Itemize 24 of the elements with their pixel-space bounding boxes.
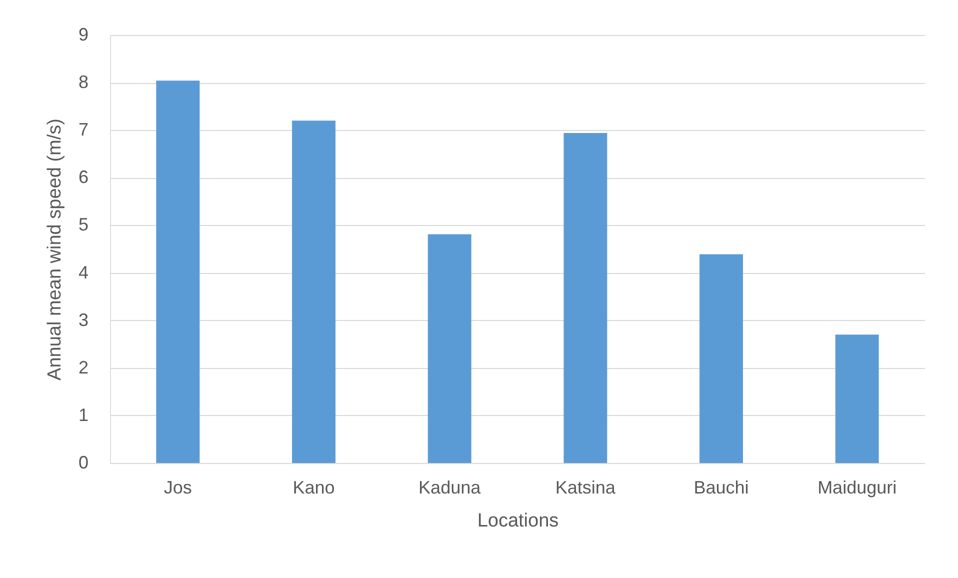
y-tick-label: 7 [78,120,88,140]
x-tick-label: Kaduna [418,478,482,498]
bar [700,254,743,463]
y-tick-label: 4 [78,262,88,282]
bar [835,334,879,463]
x-tick-label: Bauchi [694,478,749,498]
x-axis-title: Locations [477,510,559,532]
y-axis-title: Annual mean wind speed (m/s) [44,118,66,380]
bar [428,234,472,463]
x-tick-label: Maiduguri [818,478,897,498]
bar [156,80,200,463]
y-tick-label: 1 [78,404,88,425]
y-tick-label: 5 [78,214,88,235]
x-tick-label: Kano [292,478,335,498]
bar [292,120,336,463]
x-tick-label: Jos [164,478,192,498]
x-tick-label: Katsina [555,478,616,498]
y-tick-label: 9 [78,24,88,44]
y-tick-label: 8 [78,72,88,92]
y-tick-label: 0 [78,452,88,472]
y-tick-label: 6 [78,167,88,188]
y-tick-label: 3 [78,310,88,330]
bar [564,132,608,463]
y-tick-label: 2 [78,357,88,378]
